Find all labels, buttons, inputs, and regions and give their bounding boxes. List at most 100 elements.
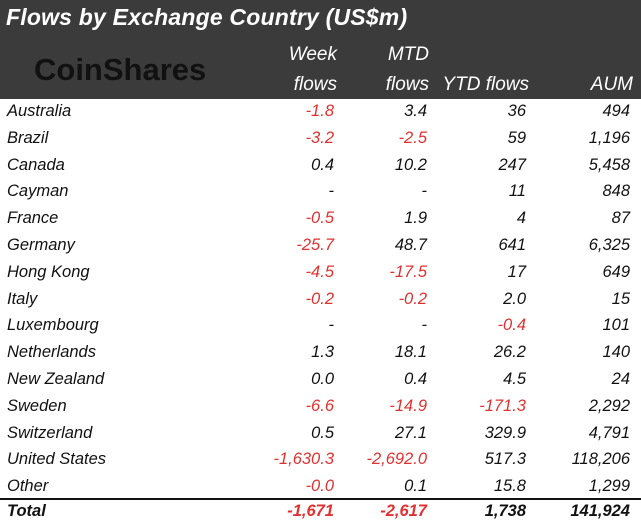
table-row: United States -1,630.3 -2,692.0 517.3 118,20… (0, 446, 641, 473)
total-row: Total -1,671 -2,617 1,738 141,924 (0, 498, 641, 525)
cell-ytd-flows: 15.8 (493, 477, 526, 496)
cell-aum: 848 (602, 182, 630, 201)
cell-mtd-flows: -0.2 (398, 289, 427, 308)
table-row: Germany -25.7 48.7 641 6,325 (0, 232, 641, 259)
cell-country: Sweden (7, 396, 67, 415)
table-row: Cayman - - 11 848 (0, 178, 641, 205)
cell-aum: 5,458 (588, 155, 630, 174)
cell-aum: 24 (611, 370, 630, 388)
cell-week-flows: -0.5 (305, 209, 334, 228)
cell-mtd-flows: 1.9 (404, 209, 427, 228)
cell-aum: 101 (602, 316, 630, 335)
cell-ytd-flows: 17 (507, 262, 526, 281)
cell-mtd-flows: 18.1 (394, 343, 427, 362)
cell-country: Netherlands (7, 343, 96, 362)
cell-aum: 87 (611, 209, 630, 228)
cell-mtd-flows: -2.5 (398, 128, 427, 147)
cell-week-flows: -25.7 (296, 236, 334, 254)
cell-ytd-flows: 11 (508, 182, 526, 201)
cell-country: Hong Kong (7, 262, 90, 281)
cell-country: France (7, 209, 59, 228)
cell-mtd-flows: -2,692.0 (366, 450, 427, 469)
cell-mtd-flows: 10.2 (394, 155, 427, 174)
cell-ytd-flows: 36 (507, 102, 526, 120)
cell-aum: 118,206 (571, 450, 630, 469)
table-row: Hong Kong -4.5 -17.5 17 649 (0, 259, 641, 286)
cell-mtd-flows: 0.1 (404, 477, 427, 496)
cell-ytd-flows: 2.0 (503, 289, 526, 308)
cell-mtd-flows: - (421, 316, 428, 335)
cell-country: United States (7, 450, 107, 469)
total-cell-week-flows: -1,671 (287, 502, 334, 520)
cell-week-flows: - (328, 316, 335, 335)
table-row: Sweden -6.6 -14.9 -171.3 2,292 (0, 393, 641, 420)
cell-ytd-flows: 641 (498, 236, 526, 254)
total-cell-ytd-flows: 1,738 (484, 502, 526, 520)
cell-mtd-flows: 48.7 (394, 236, 427, 254)
table-row: France -0.5 1.9 4 87 (0, 205, 641, 232)
cell-country: Australia (7, 102, 72, 120)
header-ytd: YTD flows (442, 74, 529, 95)
total-cell-country: Total (7, 502, 46, 520)
cell-aum: 6,325 (588, 236, 630, 254)
cell-mtd-flows: 3.4 (404, 102, 427, 120)
cell-country: Brazil (7, 128, 49, 147)
table-header: Flows by Exchange Country (US$m) CoinSha… (0, 0, 641, 99)
cell-mtd-flows: 27.1 (394, 423, 427, 442)
header-week-line2: flows (293, 74, 337, 95)
cell-week-flows: -1,630.3 (273, 450, 334, 469)
cell-ytd-flows: 517.3 (484, 450, 526, 469)
cell-country: Germany (7, 236, 75, 254)
cell-country: New Zealand (7, 370, 105, 388)
total-cell-mtd-flows: -2,617 (380, 502, 427, 520)
cell-week-flows: -4.5 (305, 262, 334, 281)
cell-week-flows: -6.6 (305, 396, 334, 415)
table-row: Australia -1.8 3.4 36 494 (0, 98, 641, 125)
cell-country: Other (7, 477, 49, 496)
cell-mtd-flows: - (421, 182, 428, 201)
table-row: Luxembourg - - -0.4 101 (0, 312, 641, 339)
table-row: Canada 0.4 10.2 247 5,458 (0, 152, 641, 179)
header-mtd-line2: flows (385, 74, 429, 95)
cell-aum: 2,292 (588, 396, 630, 415)
cell-ytd-flows: 26.2 (493, 343, 526, 362)
cell-week-flows: 0.5 (311, 423, 334, 442)
cell-mtd-flows: -14.9 (389, 396, 427, 415)
cell-week-flows: -1.8 (305, 102, 334, 120)
cell-ytd-flows: 247 (498, 155, 526, 174)
cell-aum: 649 (602, 262, 630, 281)
header-week-line1: Week (288, 44, 337, 65)
cell-aum: 494 (602, 102, 630, 120)
coinshares-logo: CoinShares (34, 50, 224, 90)
table-row: Brazil -3.2 -2.5 59 1,196 (0, 125, 641, 152)
cell-week-flows: -3.2 (305, 128, 334, 147)
table-row: Netherlands 1.3 18.1 26.2 140 (0, 339, 641, 366)
cell-aum: 1,299 (588, 477, 630, 496)
cell-ytd-flows: 59 (507, 128, 526, 147)
cell-week-flows: -0.2 (305, 289, 334, 308)
cell-country: Switzerland (7, 423, 93, 442)
table-row: Italy -0.2 -0.2 2.0 15 (0, 286, 641, 313)
table-row: New Zealand 0.0 0.4 4.5 24 (0, 366, 641, 393)
table-row: Other -0.0 0.1 15.8 1,299 (0, 473, 641, 500)
cell-ytd-flows: 329.9 (484, 423, 526, 442)
cell-country: Italy (7, 289, 38, 308)
total-divider (0, 498, 641, 500)
cell-week-flows: - (328, 182, 335, 201)
cell-ytd-flows: -0.4 (497, 316, 526, 335)
cell-week-flows: -0.0 (305, 477, 334, 496)
cell-ytd-flows: 4 (516, 209, 526, 228)
header-aum: AUM (590, 74, 633, 95)
cell-week-flows: 1.3 (311, 343, 334, 362)
svg-text:CoinShares: CoinShares (34, 52, 206, 87)
table-row: Switzerland 0.5 27.1 329.9 4,791 (0, 420, 641, 447)
header-mtd-line1: MTD (387, 44, 429, 65)
cell-country: Cayman (7, 182, 69, 201)
cell-aum: 140 (602, 343, 630, 362)
cell-aum: 4,791 (588, 423, 630, 442)
cell-ytd-flows: 4.5 (503, 370, 526, 388)
cell-aum: 1,196 (588, 128, 630, 147)
cell-mtd-flows: -17.5 (389, 262, 427, 281)
cell-week-flows: 0.4 (311, 155, 334, 174)
